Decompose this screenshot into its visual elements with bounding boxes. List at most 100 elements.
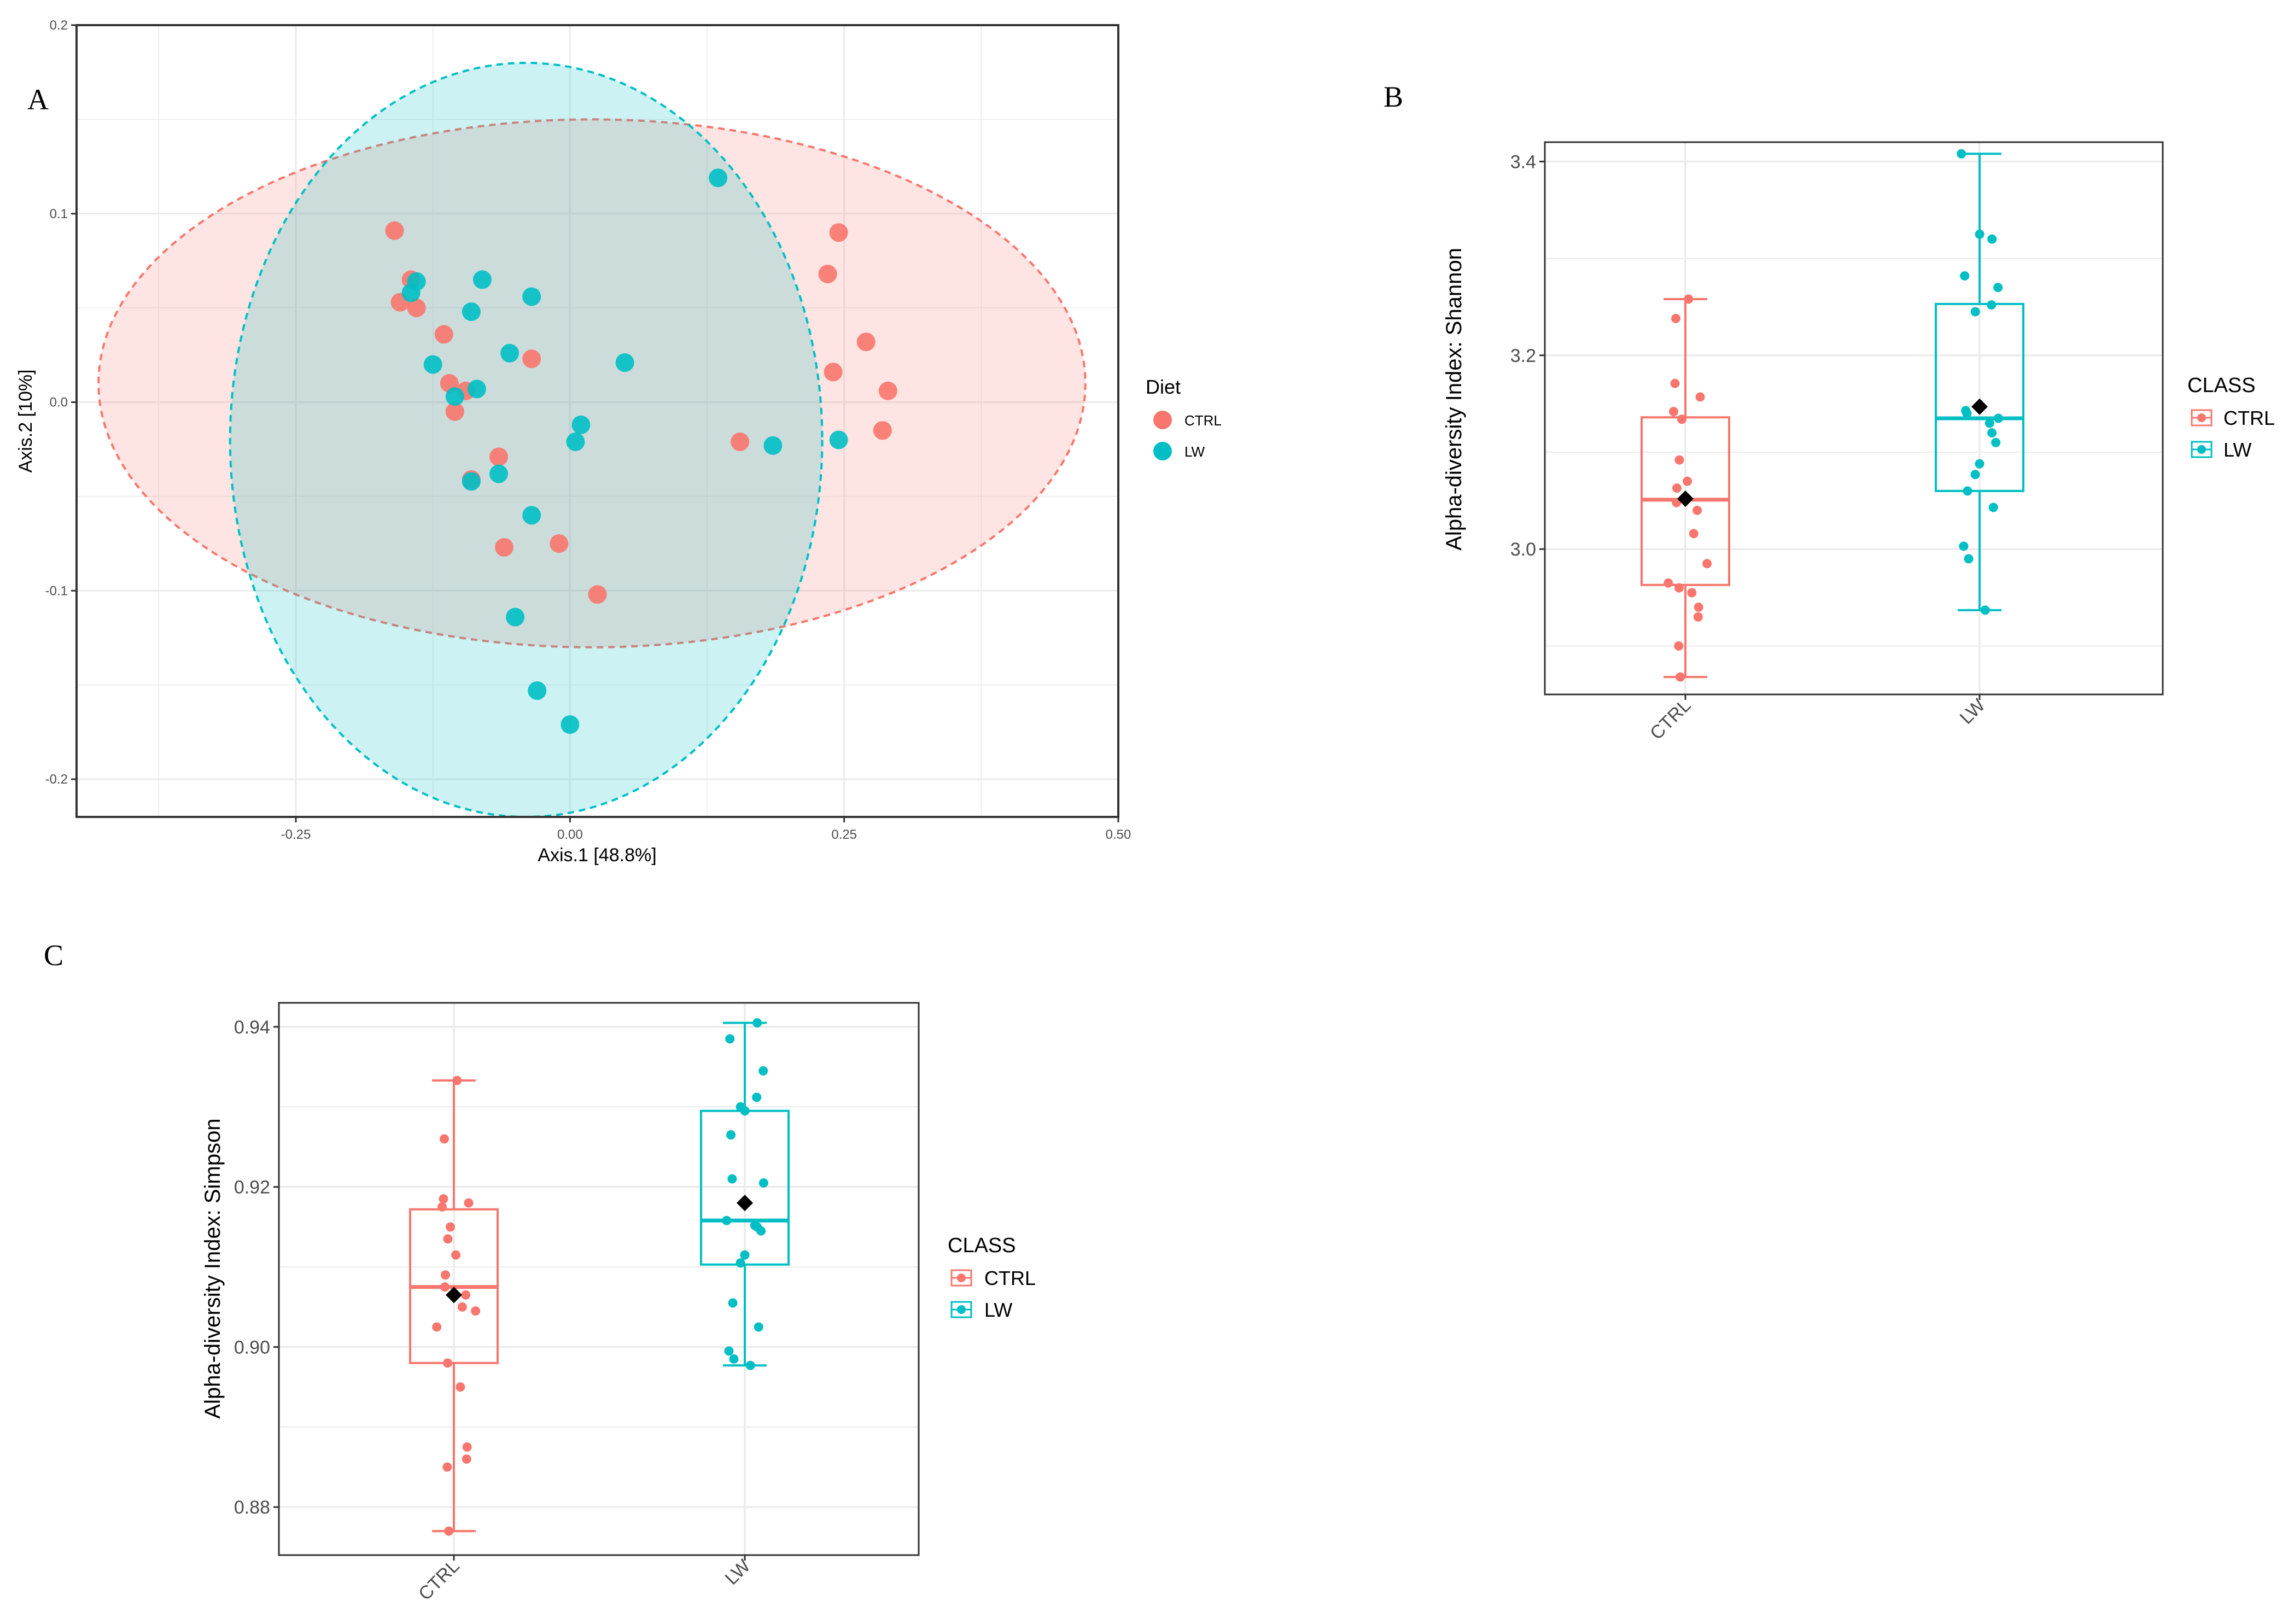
panel-a-ellipse-lw: [229, 62, 824, 817]
panel-c-frame: [278, 1002, 920, 1556]
panel-a-point-lw: [566, 432, 585, 451]
panel-a-point-lw: [522, 287, 541, 306]
panel-a-frame: [75, 24, 1119, 818]
panel-letter-b: B: [1384, 80, 1403, 113]
panel-a-point-lw: [506, 607, 525, 627]
panel-c-point-ctrl: [439, 1194, 448, 1204]
panel-b-point-lw: [1975, 459, 1985, 469]
panel-c-point-lw: [728, 1298, 738, 1308]
panel-c-point-lw: [726, 1130, 736, 1140]
panel-c-point-lw: [729, 1354, 739, 1364]
panel-a-x-tick-label: 0.50: [1106, 827, 1131, 842]
panel-c-point-lw: [722, 1216, 732, 1225]
panel-a-y-tick-label: 0.0: [50, 395, 68, 410]
panel-a-x-axis-title: Axis.1 [48.8%]: [538, 845, 656, 866]
panel-c-legend-key-lw: [950, 1301, 972, 1318]
panel-a-point-ctrl: [818, 265, 837, 284]
panel-b-point-lw: [1970, 307, 1980, 317]
panel-a-legend: Diet CTRL LW: [1146, 376, 1222, 460]
panel-b-point-lw: [1993, 413, 2003, 423]
panel-b-point-lw: [1993, 283, 2003, 293]
panel-c-y-tick-label: 0.92: [234, 1177, 270, 1198]
panel-b-point-lw: [1987, 428, 1997, 438]
panel-a-point-ctrl: [856, 332, 875, 352]
panel-c-point-ctrl: [452, 1076, 462, 1085]
panel-b-point-ctrl: [1670, 378, 1680, 388]
panel-a-point-lw: [528, 681, 547, 700]
panel-a-point-lw: [500, 343, 520, 363]
panel-c-point-ctrl: [437, 1202, 447, 1212]
panel-a-y-tick-label: 0.1: [50, 207, 68, 221]
panel-b-box-lw: [1935, 302, 2024, 492]
panel-c-point-ctrl: [462, 1454, 471, 1464]
panel-a-point-ctrl: [434, 325, 453, 344]
panel-a-point-ctrl: [407, 299, 426, 318]
panel-c-boxes: [409, 1018, 790, 1536]
panel-a-x-tick-label: 0.00: [557, 827, 583, 842]
panel-a-legend-key-ctrl: [1153, 411, 1172, 429]
panel-b-point-ctrl: [1695, 392, 1705, 402]
panel-b-boxes: [1641, 149, 2024, 682]
panel-a-y-tick-label: 0.2: [50, 18, 68, 33]
panel-c-point-lw: [758, 1066, 768, 1076]
panel-a-point-lw: [489, 464, 509, 483]
panel-c-plot-background: [279, 1003, 919, 1555]
panel-b-legend-title: CLASS: [2187, 374, 2256, 397]
panel-c-legend-label-ctrl: CTRL: [984, 1267, 1036, 1289]
panel-c-point-ctrl: [462, 1442, 472, 1452]
panel-a-x-tick-label: 0.25: [831, 827, 857, 842]
panel-a-point-lw: [571, 415, 591, 434]
panel-b-point-lw: [1991, 437, 2001, 447]
panel-letter-a: A: [27, 83, 49, 116]
panel-c-point-ctrl: [446, 1222, 456, 1232]
panel-c-point-lw: [752, 1018, 762, 1028]
panel-a-point-ctrl: [829, 223, 848, 242]
panel-c-point-ctrl: [451, 1250, 461, 1260]
panel-a-point-ctrl: [824, 363, 843, 382]
panel-b-frame: [1544, 141, 2164, 696]
panel-a-point-lw: [462, 472, 481, 491]
panel-c-point-lw: [727, 1174, 737, 1184]
panel-b-legend: CLASS CTRL LW: [2187, 374, 2275, 461]
panel-b-point-lw: [1987, 234, 1997, 244]
panel-a-point-lw: [467, 379, 486, 399]
panel-c-point-lw: [745, 1360, 755, 1370]
panel-c-point-ctrl: [443, 1358, 453, 1368]
panel-b-legend-label-lw: LW: [2223, 439, 2251, 461]
panel-a-legend-label-ctrl: CTRL: [1184, 412, 1222, 429]
panel-a-point-ctrl: [385, 221, 404, 240]
panel-b-point-lw: [1980, 605, 1990, 615]
panel-c-y-axis-title: Alpha-diversity Index: Simpson: [201, 1118, 225, 1418]
panel-b-point-lw: [1987, 300, 1997, 310]
panel-c-point-lw: [736, 1258, 745, 1268]
panel-b-legend-label-ctrl: CTRL: [2223, 407, 2275, 429]
panel-b-point-lw: [1964, 554, 1974, 564]
panel-a-y-tick-label: -0.2: [45, 772, 68, 787]
panel-c-point-lw: [750, 1220, 760, 1230]
panel-b-point-lw: [1957, 149, 1966, 159]
panel-b-y-tick-label: 3.0: [1510, 539, 1536, 560]
panel-b-point-ctrl: [1674, 583, 1684, 593]
panel-c-y-tick-label: 0.94: [234, 1017, 270, 1038]
panel-a-point-ctrl: [588, 585, 607, 604]
panel-a-point-ctrl: [550, 534, 569, 553]
panel-a-x-ticks: -0.25 0.00 0.25 0.50: [281, 817, 1131, 842]
panel-b-legend-key-ctrl: [2191, 409, 2213, 427]
panel-b-point-ctrl: [1674, 641, 1684, 651]
panel-c-point-ctrl: [443, 1234, 453, 1244]
panel-a-point-lw: [709, 168, 728, 188]
panel-a-point-lw: [829, 430, 848, 449]
panel-c-point-lw: [758, 1178, 768, 1188]
panel-c-x-tick-label: CTRL: [415, 1556, 464, 1605]
panel-b-point-ctrl: [1672, 483, 1682, 493]
panel-b-x-tick-label: LW: [1956, 695, 1989, 728]
panel-c-point-ctrl: [440, 1134, 450, 1144]
panel-b-x-ticks: CTRL LW: [1646, 694, 1989, 744]
panel-c-point-ctrl: [457, 1302, 467, 1312]
panel-b-point-lw: [1970, 470, 1980, 480]
panel-c-point-ctrl: [461, 1290, 471, 1300]
panel-a-legend-key-lw: [1153, 442, 1172, 460]
panel-a-point-lw: [407, 272, 426, 291]
panel-b-point-lw: [1961, 406, 1971, 416]
